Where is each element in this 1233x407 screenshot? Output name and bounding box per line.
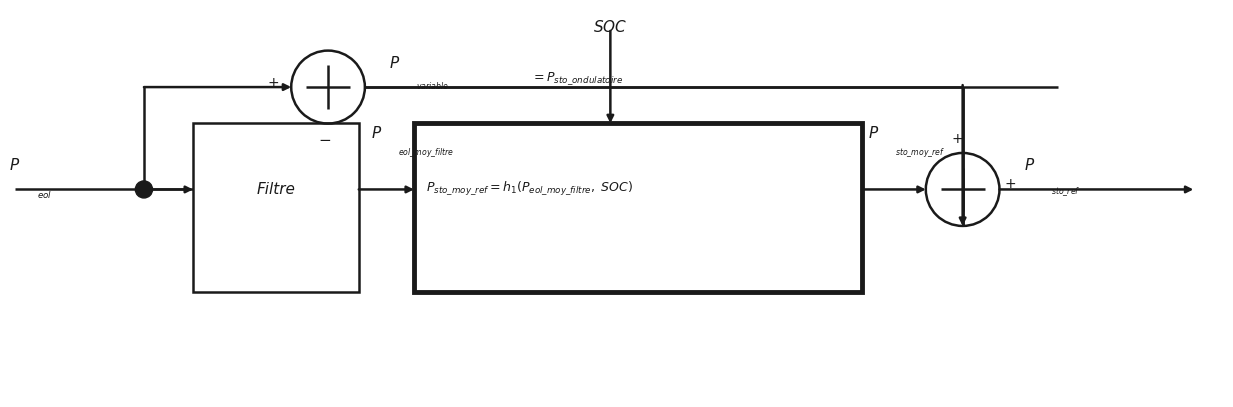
Text: $P$: $P$ <box>9 158 20 173</box>
Text: +: + <box>1005 177 1017 191</box>
Text: $_{sto\_moy\_ref}$: $_{sto\_moy\_ref}$ <box>895 147 946 161</box>
Text: $P$: $P$ <box>1025 158 1036 173</box>
Text: $= P_{sto\_ondulatoire}$: $= P_{sto\_ondulatoire}$ <box>530 71 623 88</box>
Text: $_{eol\_moy\_filtre}$: $_{eol\_moy\_filtre}$ <box>398 147 454 161</box>
Text: $_{sto\_ref}$: $_{sto\_ref}$ <box>1051 186 1080 201</box>
Text: $P_{sto\_moy\_ref} = h_1(P_{eol\_moy\_filtre},\ SOC)$: $P_{sto\_moy\_ref} = h_1(P_{eol\_moy\_fi… <box>427 180 634 199</box>
Text: −: − <box>318 133 330 148</box>
Text: $SOC$: $SOC$ <box>593 19 628 35</box>
Text: Filtre: Filtre <box>256 182 296 197</box>
Text: +: + <box>268 77 279 90</box>
Text: $P$: $P$ <box>390 55 401 71</box>
Text: $_{eol}$: $_{eol}$ <box>37 187 52 200</box>
Bar <box>194 123 359 292</box>
Text: $P$: $P$ <box>868 125 879 141</box>
Text: $P$: $P$ <box>371 125 382 141</box>
Text: $_{variable}$: $_{variable}$ <box>417 81 450 93</box>
Bar <box>414 123 862 292</box>
Text: +: + <box>952 132 963 146</box>
Ellipse shape <box>136 181 153 198</box>
